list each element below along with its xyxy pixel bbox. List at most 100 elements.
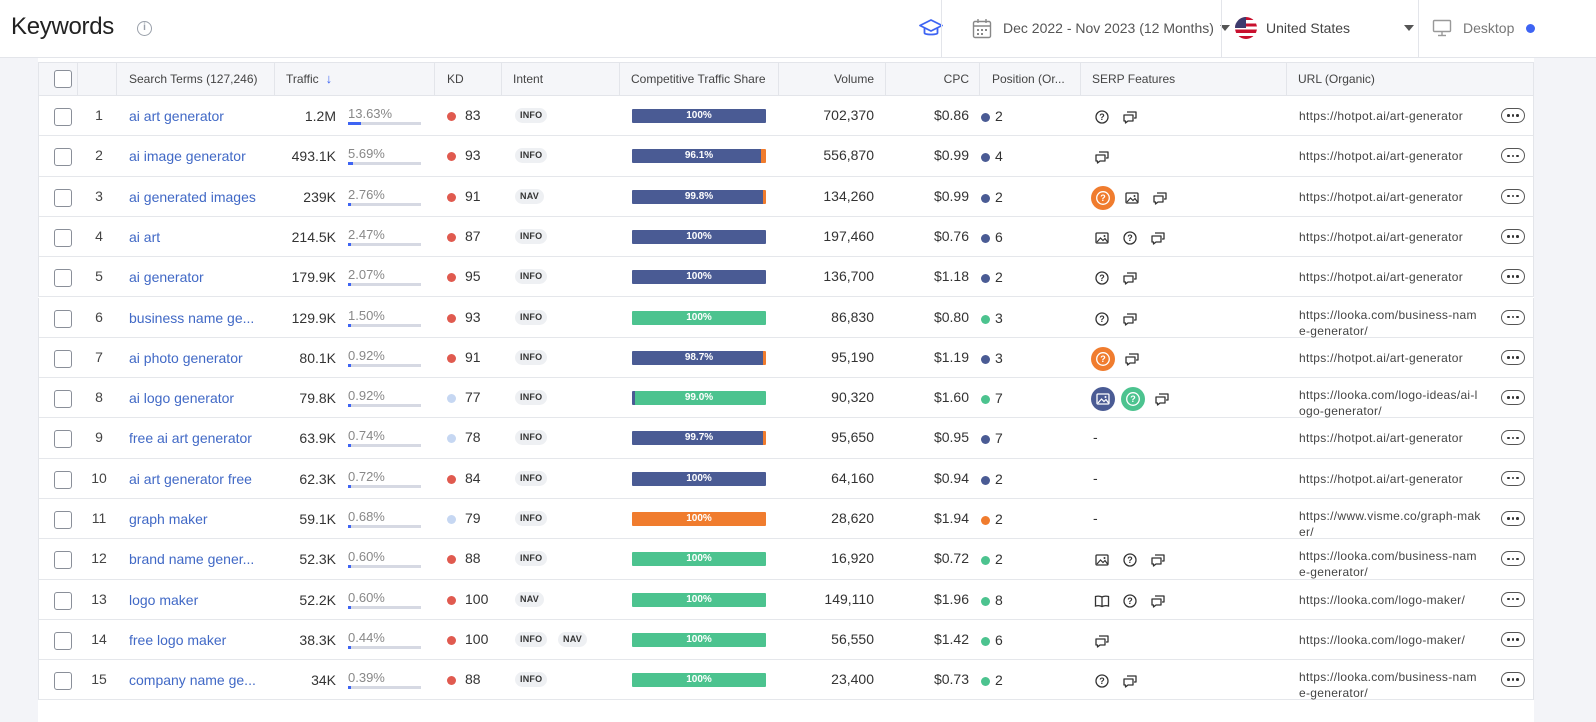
question-orange-icon[interactable]: ?	[1091, 346, 1115, 371]
keyword-link[interactable]: ai image generator	[129, 148, 246, 165]
row-checkbox[interactable]	[54, 430, 72, 449]
more-options-button[interactable]	[1501, 390, 1525, 406]
row-checkbox[interactable]	[54, 228, 72, 247]
col-url[interactable]: URL (Organic)	[1298, 72, 1375, 86]
url-link[interactable]: https://hotpot.ai/art-generator	[1299, 149, 1464, 164]
more-options-button[interactable]	[1501, 108, 1525, 123]
question-icon[interactable]: ?	[1091, 670, 1113, 692]
url-link[interactable]: https://looka.com/business-name-generato…	[1299, 670, 1477, 701]
reviews-icon[interactable]	[1151, 388, 1173, 410]
col-cpc[interactable]: CPC	[943, 72, 969, 86]
reviews-icon[interactable]	[1121, 348, 1143, 370]
col-serp-features[interactable]: SERP Features	[1092, 72, 1176, 86]
row-checkbox[interactable]	[54, 148, 72, 167]
url-link[interactable]: https://looka.com/business-name-generato…	[1299, 307, 1477, 338]
row-checkbox[interactable]	[54, 309, 72, 328]
keyword-link[interactable]: ai art generator	[129, 108, 224, 124]
row-checkbox[interactable]	[54, 390, 72, 409]
keyword-link[interactable]: ai logo generator	[129, 390, 235, 407]
question-green-icon[interactable]: ?	[1121, 387, 1145, 412]
more-options-button[interactable]	[1501, 672, 1525, 688]
keyword-link[interactable]: ai photo generator	[129, 349, 243, 366]
col-volume[interactable]: Volume	[833, 72, 874, 86]
more-options-button[interactable]	[1501, 188, 1525, 204]
url-link[interactable]: https://hotpot.ai/art-generator	[1299, 109, 1464, 123]
url-link[interactable]: https://www.visme.co/graph-maker/	[1299, 509, 1481, 539]
question-icon[interactable]: ?	[1119, 227, 1141, 249]
row-checkbox[interactable]	[54, 470, 72, 489]
reviews-icon[interactable]	[1119, 308, 1141, 330]
url-link[interactable]: https://looka.com/logo-maker/	[1299, 592, 1466, 607]
url-link[interactable]: https://looka.com/logo-ideas/ai-logo-gen…	[1299, 388, 1478, 419]
url-link[interactable]: https://hotpot.ai/art-generator	[1299, 431, 1464, 446]
row-checkbox[interactable]	[54, 631, 72, 650]
more-options-button[interactable]	[1501, 551, 1525, 567]
image-icon[interactable]	[1121, 187, 1143, 209]
reviews-icon[interactable]	[1149, 187, 1171, 209]
more-options-button[interactable]	[1501, 631, 1525, 647]
reviews-icon[interactable]	[1147, 590, 1169, 612]
reviews-icon[interactable]	[1091, 630, 1113, 652]
keyword-link[interactable]: ai art generator free	[129, 470, 252, 487]
more-options-button[interactable]	[1501, 228, 1525, 244]
keyword-link[interactable]: brand name gener...	[129, 551, 255, 568]
keyword-link[interactable]: free logo maker	[129, 631, 227, 648]
row-checkbox[interactable]	[54, 591, 72, 610]
row-checkbox[interactable]	[54, 511, 72, 529]
row-checkbox[interactable]	[54, 349, 72, 368]
col-traffic[interactable]: Traffic ↓	[275, 63, 355, 95]
reviews-icon[interactable]	[1119, 267, 1141, 289]
date-range-select[interactable]: Dec 2022 - Nov 2023 (12 Months)	[972, 14, 1230, 42]
row-checkbox[interactable]	[54, 672, 72, 691]
question-orange-icon[interactable]: ?	[1091, 185, 1115, 210]
more-options-button[interactable]	[1501, 349, 1525, 365]
url-link[interactable]: https://hotpot.ai/art-generator	[1299, 270, 1464, 285]
col-kd[interactable]: KD	[447, 72, 464, 86]
keyword-link[interactable]: business name ge...	[129, 309, 255, 326]
keyword-link[interactable]: ai generator	[129, 269, 204, 286]
info-icon[interactable]: i	[137, 21, 152, 36]
image-icon[interactable]	[1091, 227, 1113, 249]
more-options-button[interactable]	[1501, 591, 1525, 607]
reviews-icon[interactable]	[1091, 146, 1113, 168]
url-link[interactable]: https://looka.com/business-name-generato…	[1299, 549, 1477, 580]
image-icon[interactable]	[1091, 549, 1113, 571]
col-search-terms[interactable]: Search Terms (127,246)	[129, 72, 258, 86]
question-icon[interactable]: ?	[1119, 549, 1141, 571]
url-link[interactable]: https://hotpot.ai/art-generator	[1299, 189, 1464, 204]
url-link[interactable]: https://hotpot.ai/art-generator	[1299, 471, 1464, 486]
question-icon[interactable]: ?	[1119, 590, 1141, 612]
question-icon[interactable]: ?	[1091, 308, 1113, 330]
more-options-button[interactable]	[1501, 148, 1525, 164]
device-select[interactable]: Desktop	[1432, 14, 1536, 42]
col-intent[interactable]: Intent	[513, 72, 544, 86]
country-select[interactable]: United States	[1235, 14, 1414, 42]
more-options-button[interactable]	[1501, 470, 1525, 486]
more-options-button[interactable]	[1501, 430, 1525, 446]
keyword-link[interactable]: logo maker	[129, 591, 199, 608]
more-options-button[interactable]	[1501, 309, 1525, 325]
url-link[interactable]: https://hotpot.ai/art-generator	[1299, 229, 1464, 244]
row-checkbox[interactable]	[54, 188, 72, 207]
select-all-checkbox[interactable]	[54, 70, 72, 88]
url-link[interactable]: https://looka.com/logo-maker/	[1299, 632, 1466, 647]
image-navy-icon[interactable]	[1091, 387, 1115, 412]
row-checkbox[interactable]	[54, 269, 72, 288]
graduation-cap-icon[interactable]	[918, 17, 944, 39]
book-icon[interactable]	[1091, 590, 1113, 612]
keyword-link[interactable]: company name ge...	[129, 672, 256, 689]
row-checkbox[interactable]	[54, 108, 72, 126]
keyword-link[interactable]: free ai art generator	[129, 430, 252, 447]
reviews-icon[interactable]	[1147, 227, 1169, 249]
col-position[interactable]: Position (Or...	[992, 72, 1065, 86]
question-icon[interactable]: ?	[1091, 106, 1113, 128]
keyword-link[interactable]: ai art	[129, 228, 161, 245]
keyword-link[interactable]: ai generated images	[129, 188, 256, 205]
col-cts[interactable]: Competitive Traffic Share	[631, 72, 766, 86]
more-options-button[interactable]	[1501, 511, 1525, 526]
question-icon[interactable]: ?	[1091, 267, 1113, 289]
keyword-link[interactable]: graph maker	[129, 511, 208, 527]
more-options-button[interactable]	[1501, 269, 1525, 285]
row-checkbox[interactable]	[54, 551, 72, 570]
url-link[interactable]: https://hotpot.ai/art-generator	[1299, 350, 1464, 365]
